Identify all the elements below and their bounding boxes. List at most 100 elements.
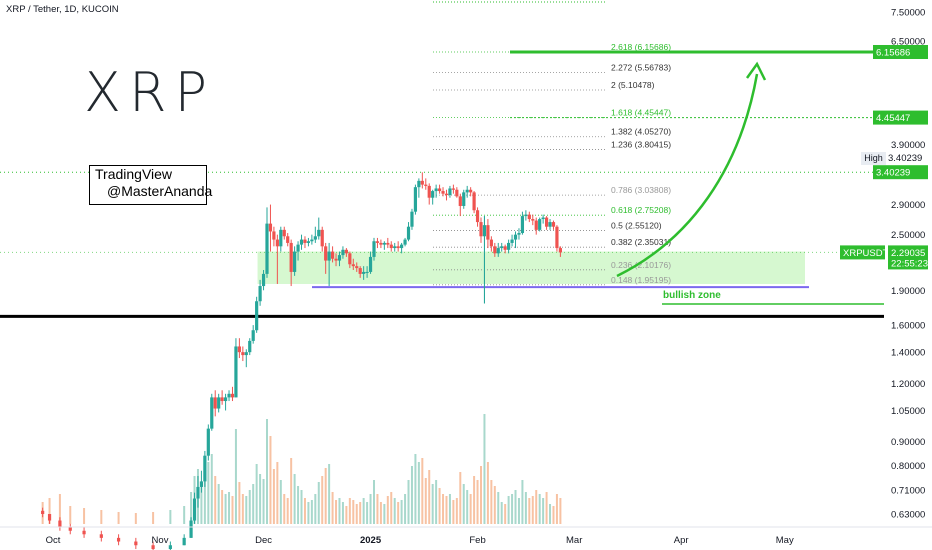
- volume-bar: [335, 500, 338, 524]
- volume-bar: [400, 500, 403, 524]
- volume-bar: [493, 486, 496, 524]
- volume-bar: [538, 494, 541, 524]
- symbol-tag-price-bg: [888, 245, 928, 270]
- volume-bar: [549, 504, 552, 524]
- candle-body: [279, 229, 283, 247]
- volume-bar: [83, 508, 86, 524]
- volume-bar: [373, 480, 375, 524]
- volume-bar: [152, 512, 155, 524]
- volume-bar: [521, 480, 524, 524]
- volume-bar: [542, 498, 545, 524]
- volume-bar: [331, 492, 334, 524]
- fibonacci-levels: 2.618 (6.15686) 2.272 (5.56783) 2 (5.10478…: [433, 1, 671, 286]
- volume-bar: [476, 480, 479, 524]
- volume-bar: [535, 490, 538, 524]
- candle-body: [217, 397, 221, 409]
- candle-body: [479, 222, 483, 237]
- volume-bar: [321, 476, 324, 524]
- volume-bar: [552, 506, 555, 524]
- symbol-title: XRP / Tether, 1D, KUCOIN: [6, 4, 119, 15]
- fib-label: 0.236 (2.10176): [611, 260, 671, 270]
- volume-bar: [410, 466, 413, 524]
- time-axis[interactable]: Oct Nov Dec Feb Mar Apr May 2025: [0, 526, 932, 546]
- volume-bar: [303, 498, 306, 524]
- volume-bar: [397, 502, 400, 524]
- candle-body: [348, 253, 352, 265]
- volume-bar: [435, 480, 438, 524]
- volume-bar: [117, 512, 120, 524]
- candle-body: [555, 226, 559, 249]
- fib-label: 1.236 (3.80415): [611, 140, 671, 150]
- volume-bar: [466, 490, 469, 524]
- price-tick-label: 0.71000: [891, 485, 925, 496]
- candle-body: [237, 346, 241, 353]
- candle-body: [296, 244, 300, 252]
- volume-bar: [203, 472, 206, 524]
- candle-body: [455, 189, 459, 197]
- candle-body: [196, 486, 200, 499]
- candle-body: [244, 352, 248, 356]
- volume-bar: [283, 494, 286, 524]
- volume-bar: [352, 500, 355, 524]
- volume-bar: [190, 492, 193, 524]
- volume-bar: [486, 462, 489, 524]
- volume-bar: [414, 454, 417, 524]
- volume-bar: [314, 494, 317, 524]
- candle-body: [41, 510, 45, 514]
- volume-bar: [390, 492, 393, 524]
- volume-bar: [338, 498, 341, 524]
- symbol-tag-countdown: 22:55:23: [891, 258, 928, 269]
- volume-bar: [524, 492, 527, 524]
- volume-bar: [310, 500, 313, 524]
- volume-bar: [379, 502, 382, 524]
- time-tick-label: Dec: [255, 535, 272, 546]
- volume-bar: [555, 494, 558, 524]
- candle-body: [282, 229, 286, 237]
- candle-body: [551, 222, 556, 227]
- price-tick-label: 0.80000: [891, 461, 925, 472]
- candle-body: [462, 192, 466, 206]
- volume-bar: [459, 472, 462, 524]
- candle-body: [317, 229, 321, 237]
- candle-body: [58, 520, 62, 528]
- candle-body: [189, 520, 193, 538]
- candle-body: [99, 534, 103, 538]
- price-tick-label: 0.90000: [891, 437, 925, 448]
- volume-bar: [345, 506, 348, 524]
- candle-body: [199, 481, 204, 487]
- volume-bar: [500, 502, 503, 524]
- volume-bars: [41, 414, 562, 524]
- candle-body: [210, 397, 214, 429]
- candle-body: [406, 226, 411, 240]
- candle-body: [534, 220, 538, 230]
- candle-body: [465, 189, 469, 193]
- candle-body: [538, 219, 542, 230]
- volume-bar: [134, 513, 137, 524]
- volume-bar: [490, 480, 493, 524]
- candle-body: [234, 346, 238, 398]
- candle-body: [368, 256, 373, 272]
- volume-bar: [473, 476, 476, 524]
- volume-bar: [48, 498, 51, 524]
- candle-body: [524, 214, 528, 217]
- candle-body: [427, 185, 431, 198]
- price-tag-text: 6.15686: [876, 47, 910, 58]
- volume-bar: [255, 464, 258, 524]
- candle-body: [472, 192, 476, 211]
- candle-body: [192, 498, 197, 521]
- candle-body: [417, 180, 421, 188]
- candle-body: [393, 246, 397, 249]
- xrp-logo: XRP: [84, 61, 216, 124]
- candle-body: [548, 222, 552, 227]
- candle-body: [327, 251, 331, 261]
- volume-bar: [341, 502, 344, 524]
- candle-body: [382, 242, 386, 245]
- candle-body: [379, 242, 383, 245]
- price-axis[interactable]: 7.50000 6.50000 3.90000 2.90000 2.50000 1.900…: [840, 0, 932, 528]
- candle-body: [310, 239, 314, 242]
- volume-bar: [404, 494, 407, 524]
- volume-bar: [328, 464, 331, 524]
- price-tag-bg: [873, 110, 928, 125]
- candle-body: [372, 241, 376, 257]
